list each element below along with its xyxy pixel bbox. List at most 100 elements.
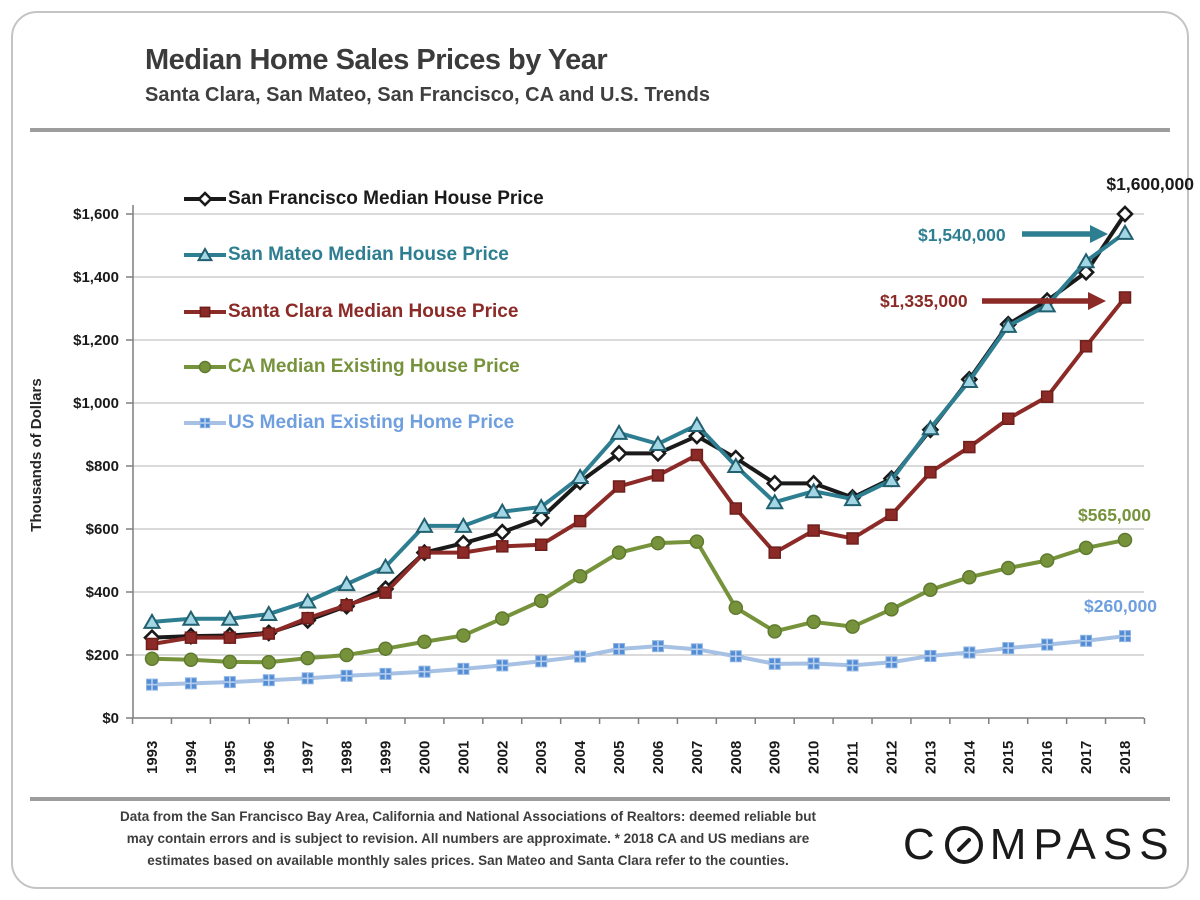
marker-square [301, 611, 314, 625]
series-line-us [150, 634, 1127, 687]
marker-diamond [1077, 263, 1095, 282]
divider-bottom [30, 797, 1170, 801]
marker-triangle [1076, 252, 1096, 269]
marker-circle [572, 569, 588, 584]
marker-circle [300, 650, 315, 666]
marker-square [1079, 340, 1093, 353]
x-tick-label: 1997 [300, 741, 317, 774]
marker-triangle [609, 423, 629, 440]
x-tick-label: 2006 [650, 741, 667, 774]
marker-circle [1039, 553, 1055, 568]
marker-circle [533, 593, 549, 609]
x-tick-label: 2011 [845, 741, 862, 774]
marker-circle [728, 600, 744, 615]
marker-triangle [531, 497, 551, 514]
marker-circle [611, 545, 627, 560]
marker-circle [198, 360, 212, 374]
logo-text-prefix: C [903, 820, 942, 869]
marker-square [651, 469, 665, 482]
x-tick-label: 1995 [222, 741, 239, 774]
marker-square [1001, 412, 1015, 425]
marker-circle [144, 651, 160, 667]
annotation-arrow-head [1088, 292, 1106, 310]
marker-square [1118, 291, 1132, 304]
x-tick-label: 2012 [883, 741, 900, 774]
series-line-sc [150, 295, 1127, 646]
marker-circle [417, 634, 432, 650]
y-tick-label: $200 [86, 647, 119, 664]
x-tick-label: 1993 [144, 741, 161, 774]
x-tick-label: 2007 [689, 741, 706, 774]
marker-triangle [765, 493, 784, 510]
x-tick-label: 2008 [728, 741, 745, 774]
marker-diamond [493, 523, 512, 541]
marker-square [534, 538, 548, 551]
marker-triangle [298, 592, 317, 609]
marker-square [418, 546, 431, 559]
marker-diamond [532, 509, 551, 527]
marker-circle [923, 582, 938, 598]
x-tick-label: 2003 [533, 741, 550, 774]
marker-triangle [376, 557, 395, 574]
footer-disclaimer: Data from the San Francisco Bay Area, Ca… [62, 806, 874, 872]
marker-square [963, 440, 976, 454]
marker-diamond [610, 444, 628, 463]
marker-square [690, 448, 704, 462]
marker-triangle [687, 416, 707, 433]
x-tick-label: 2002 [494, 741, 511, 774]
marker-triangle [648, 434, 668, 451]
annotation-arrow-head [1090, 225, 1108, 243]
legend-label: US Median Existing Home Price [228, 412, 515, 433]
divider-top [30, 128, 1170, 132]
chart-title: Median Home Sales Prices by Year [145, 44, 608, 76]
marker-circle [456, 628, 471, 643]
legend-item-sc: Santa Clara Median House Price [183, 299, 518, 325]
y-tick-label: $1,200 [73, 332, 119, 349]
x-tick-label: 2014 [961, 740, 978, 774]
legend-item-us: US Median Existing Home Price [183, 410, 514, 436]
chart-subtitle: Santa Clara, San Mateo, San Francisco, C… [145, 84, 710, 106]
x-tick-label: 2018 [1117, 741, 1134, 774]
series-line-sm [150, 230, 1127, 624]
marker-diamond [197, 191, 213, 207]
marker-triangle [999, 316, 1018, 333]
x-tick-label: 2001 [455, 741, 472, 774]
legend-item-sm: San Mateo Median House Price [183, 242, 509, 268]
y-tick-label: $1,400 [73, 269, 119, 286]
x-tick-label: 2004 [572, 740, 589, 774]
marker-triangle [142, 612, 162, 629]
footer-line-2: may contain errors and is subject to rev… [126, 830, 810, 846]
marker-circle [845, 619, 860, 634]
marker-triangle [1037, 296, 1057, 313]
x-tick-label: 2016 [1039, 741, 1056, 774]
marker-square [340, 598, 353, 612]
marker-square [612, 480, 626, 493]
marker-circle [650, 535, 666, 551]
x-tick-label: 1999 [378, 741, 395, 774]
marker-triangle [804, 482, 823, 499]
marker-diamond [1116, 205, 1134, 223]
marker-diamond [688, 427, 706, 445]
marker-triangle [843, 490, 862, 507]
marker-square [379, 586, 392, 599]
marker-circle [962, 569, 977, 585]
marker-square [846, 532, 859, 545]
x-tick-label: 1998 [339, 741, 356, 774]
value-annotation: $260,000 [1084, 596, 1157, 616]
series-line-ca [150, 538, 1127, 665]
marker-square [1040, 390, 1054, 403]
marker-square [729, 502, 743, 515]
marker-diamond [765, 474, 784, 493]
logo-text-suffix: MPASS [989, 820, 1176, 869]
legend-item-ca: CA Median Existing House Price [183, 354, 520, 380]
marker-circle [378, 641, 393, 656]
y-tick-label: $1,600 [73, 206, 119, 223]
marker-circle [884, 602, 899, 617]
x-tick-label: 2015 [1000, 741, 1017, 774]
x-tick-label: 2017 [1078, 741, 1095, 774]
x-tick-label: 1996 [261, 741, 278, 774]
marker-square [807, 524, 820, 537]
footer-line-1: Data from the San Francisco Bay Area, Ca… [120, 809, 816, 824]
value-annotation: $1,335,000 [880, 291, 968, 311]
